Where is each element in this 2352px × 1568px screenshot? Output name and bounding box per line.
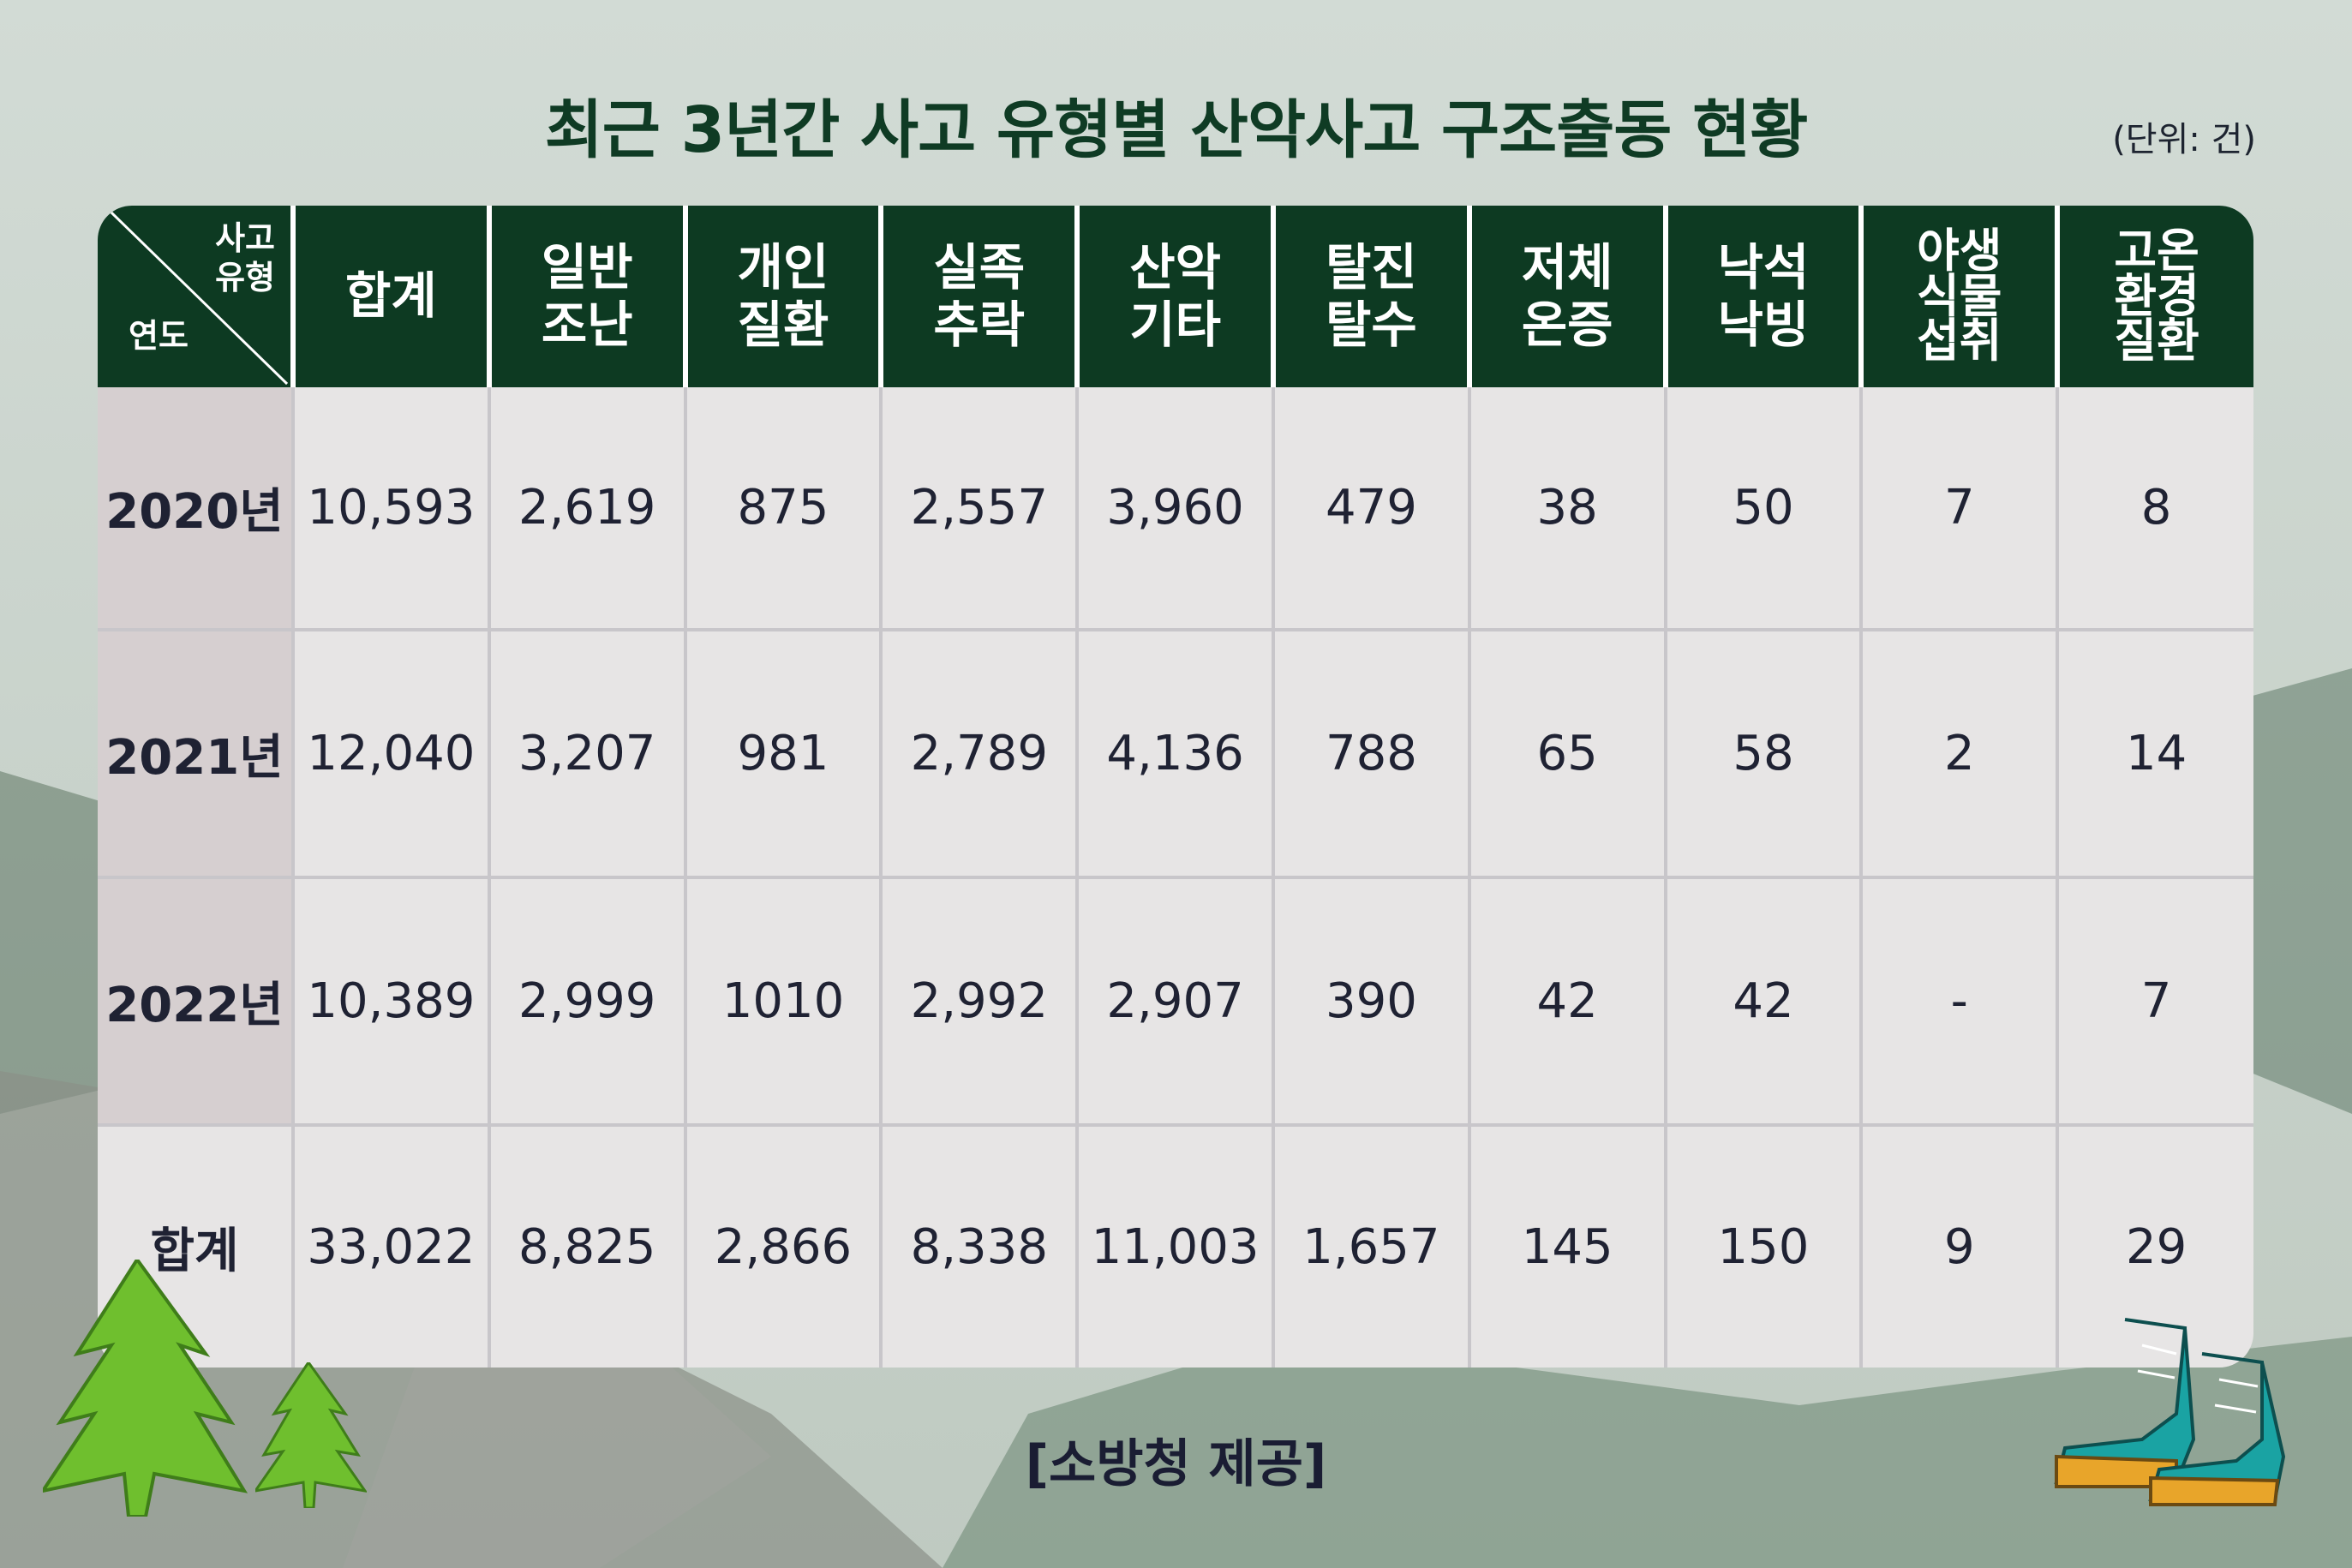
cell-hypothermia: 65: [1469, 629, 1667, 879]
col-header-total: 합계: [293, 206, 492, 387]
col-header-rockfall: 낙석 낙빙: [1665, 206, 1864, 387]
small-tree-icon: [255, 1362, 367, 1508]
cell-total: 10,389: [293, 877, 491, 1128]
table-row: 합계 33,022 8,825 2,866 8,338 11,003 1,657 145 150…: [98, 1125, 2253, 1368]
cell-heat-illness: 29: [2125, 1219, 2187, 1276]
cell-mountain-other: 11,003: [1077, 1125, 1275, 1368]
cell-heat-illness: 7: [2057, 877, 2253, 1128]
corner-year-label: 연도: [129, 316, 189, 355]
data-table: 사고 유형 연도 합계 일반 조난 개인 질환 실족 추락 산악 기타 탈진 탈수 저체 온증…: [98, 206, 2253, 1368]
corner-type-label: 사고 유형: [215, 219, 275, 296]
cell-personal-illness: 1010: [685, 877, 883, 1128]
cell-general-distress: 2,999: [488, 877, 687, 1128]
col-header-exhaustion: 탈진 탈수: [1272, 206, 1472, 387]
cell-personal-illness: 981: [685, 629, 883, 879]
col-header-personal-illness: 개인 질환: [685, 206, 884, 387]
cell-rockfall: 150: [1665, 1125, 1864, 1368]
col-header-hypothermia: 저체 온증: [1469, 206, 1668, 387]
cell-exhaustion: 390: [1272, 877, 1471, 1128]
cell-fall: 8,338: [881, 1125, 1080, 1368]
cell-hypothermia: 145: [1469, 1125, 1667, 1368]
col-header-fall: 실족 추락: [881, 206, 1080, 387]
col-header-heat-illness: 고온 환경 질환: [2057, 206, 2253, 387]
cell-exhaustion: 479: [1272, 387, 1471, 631]
row-label: 2022년: [98, 877, 295, 1128]
source-note: [소방청 제공]: [1025, 1434, 1327, 1494]
row-label: 2020년: [98, 387, 295, 631]
diagonal-divider: [106, 207, 289, 386]
cell-fall: 2,992: [881, 877, 1080, 1128]
cell-mountain-other: 2,907: [1077, 877, 1275, 1128]
cell-general-distress: 2,619: [488, 387, 687, 631]
cell-rockfall: 50: [1665, 387, 1864, 631]
table-row: 2021년 12,040 3,207 981 2,789 4,136 788 65 58 2 14: [98, 629, 2253, 879]
cell-personal-illness: 875: [685, 387, 883, 631]
tree-icon: [43, 1260, 248, 1517]
cell-fall: 2,789: [881, 629, 1080, 879]
chart-title: 최근 3년간 사고 유형별 산악사고 구조출동 현황: [544, 93, 1809, 167]
cell-total: 12,040: [293, 629, 491, 879]
col-header-wild-plant: 야생 식물 섭취: [1861, 206, 2061, 387]
cell-general-distress: 8,825: [488, 1125, 687, 1368]
col-header-general-distress: 일반 조난: [488, 206, 688, 387]
cell-wild-plant: 7: [1861, 387, 2060, 631]
cell-fall: 2,557: [881, 387, 1080, 631]
col-header-mountain-other: 산악 기타: [1077, 206, 1276, 387]
cell-wild-plant: 2: [1861, 629, 2060, 879]
table-row: 2020년 10,593 2,619 875 2,557 3,960 479 38 50 7 8: [98, 387, 2253, 631]
unit-label: (단위: 건): [2112, 120, 2256, 159]
cell-hypothermia: 42: [1469, 877, 1667, 1128]
table-row: 2022년 10,389 2,999 1010 2,992 2,907 390 42 42-7: [98, 877, 2253, 1128]
cell-total: 33,022: [293, 1125, 491, 1368]
cell-mountain-other: 4,136: [1077, 629, 1275, 879]
cell-exhaustion: 788: [1272, 629, 1471, 879]
cell-heat-illness: 8: [2057, 387, 2253, 631]
cell-total: 10,593: [293, 387, 491, 631]
header-row: 사고 유형 연도 합계 일반 조난 개인 질환 실족 추락 산악 기타 탈진 탈수 저체 온증…: [98, 206, 2253, 387]
cell-wild-plant: 9: [1861, 1125, 2060, 1368]
cell-hypothermia: 38: [1469, 387, 1667, 631]
cell-wild-plant: -: [1861, 877, 2060, 1128]
row-label: 2021년: [98, 629, 295, 879]
hiking-boots-icon: [2054, 1318, 2286, 1506]
cell-mountain-other: 3,960: [1077, 387, 1275, 631]
cell-heat-illness: 14: [2057, 629, 2253, 879]
cell-exhaustion: 1,657: [1272, 1125, 1471, 1368]
corner-header: 사고 유형 연도: [98, 206, 296, 387]
cell-rockfall: 42: [1665, 877, 1864, 1128]
cell-rockfall: 58: [1665, 629, 1864, 879]
cell-personal-illness: 2,866: [685, 1125, 883, 1368]
cell-general-distress: 3,207: [488, 629, 687, 879]
